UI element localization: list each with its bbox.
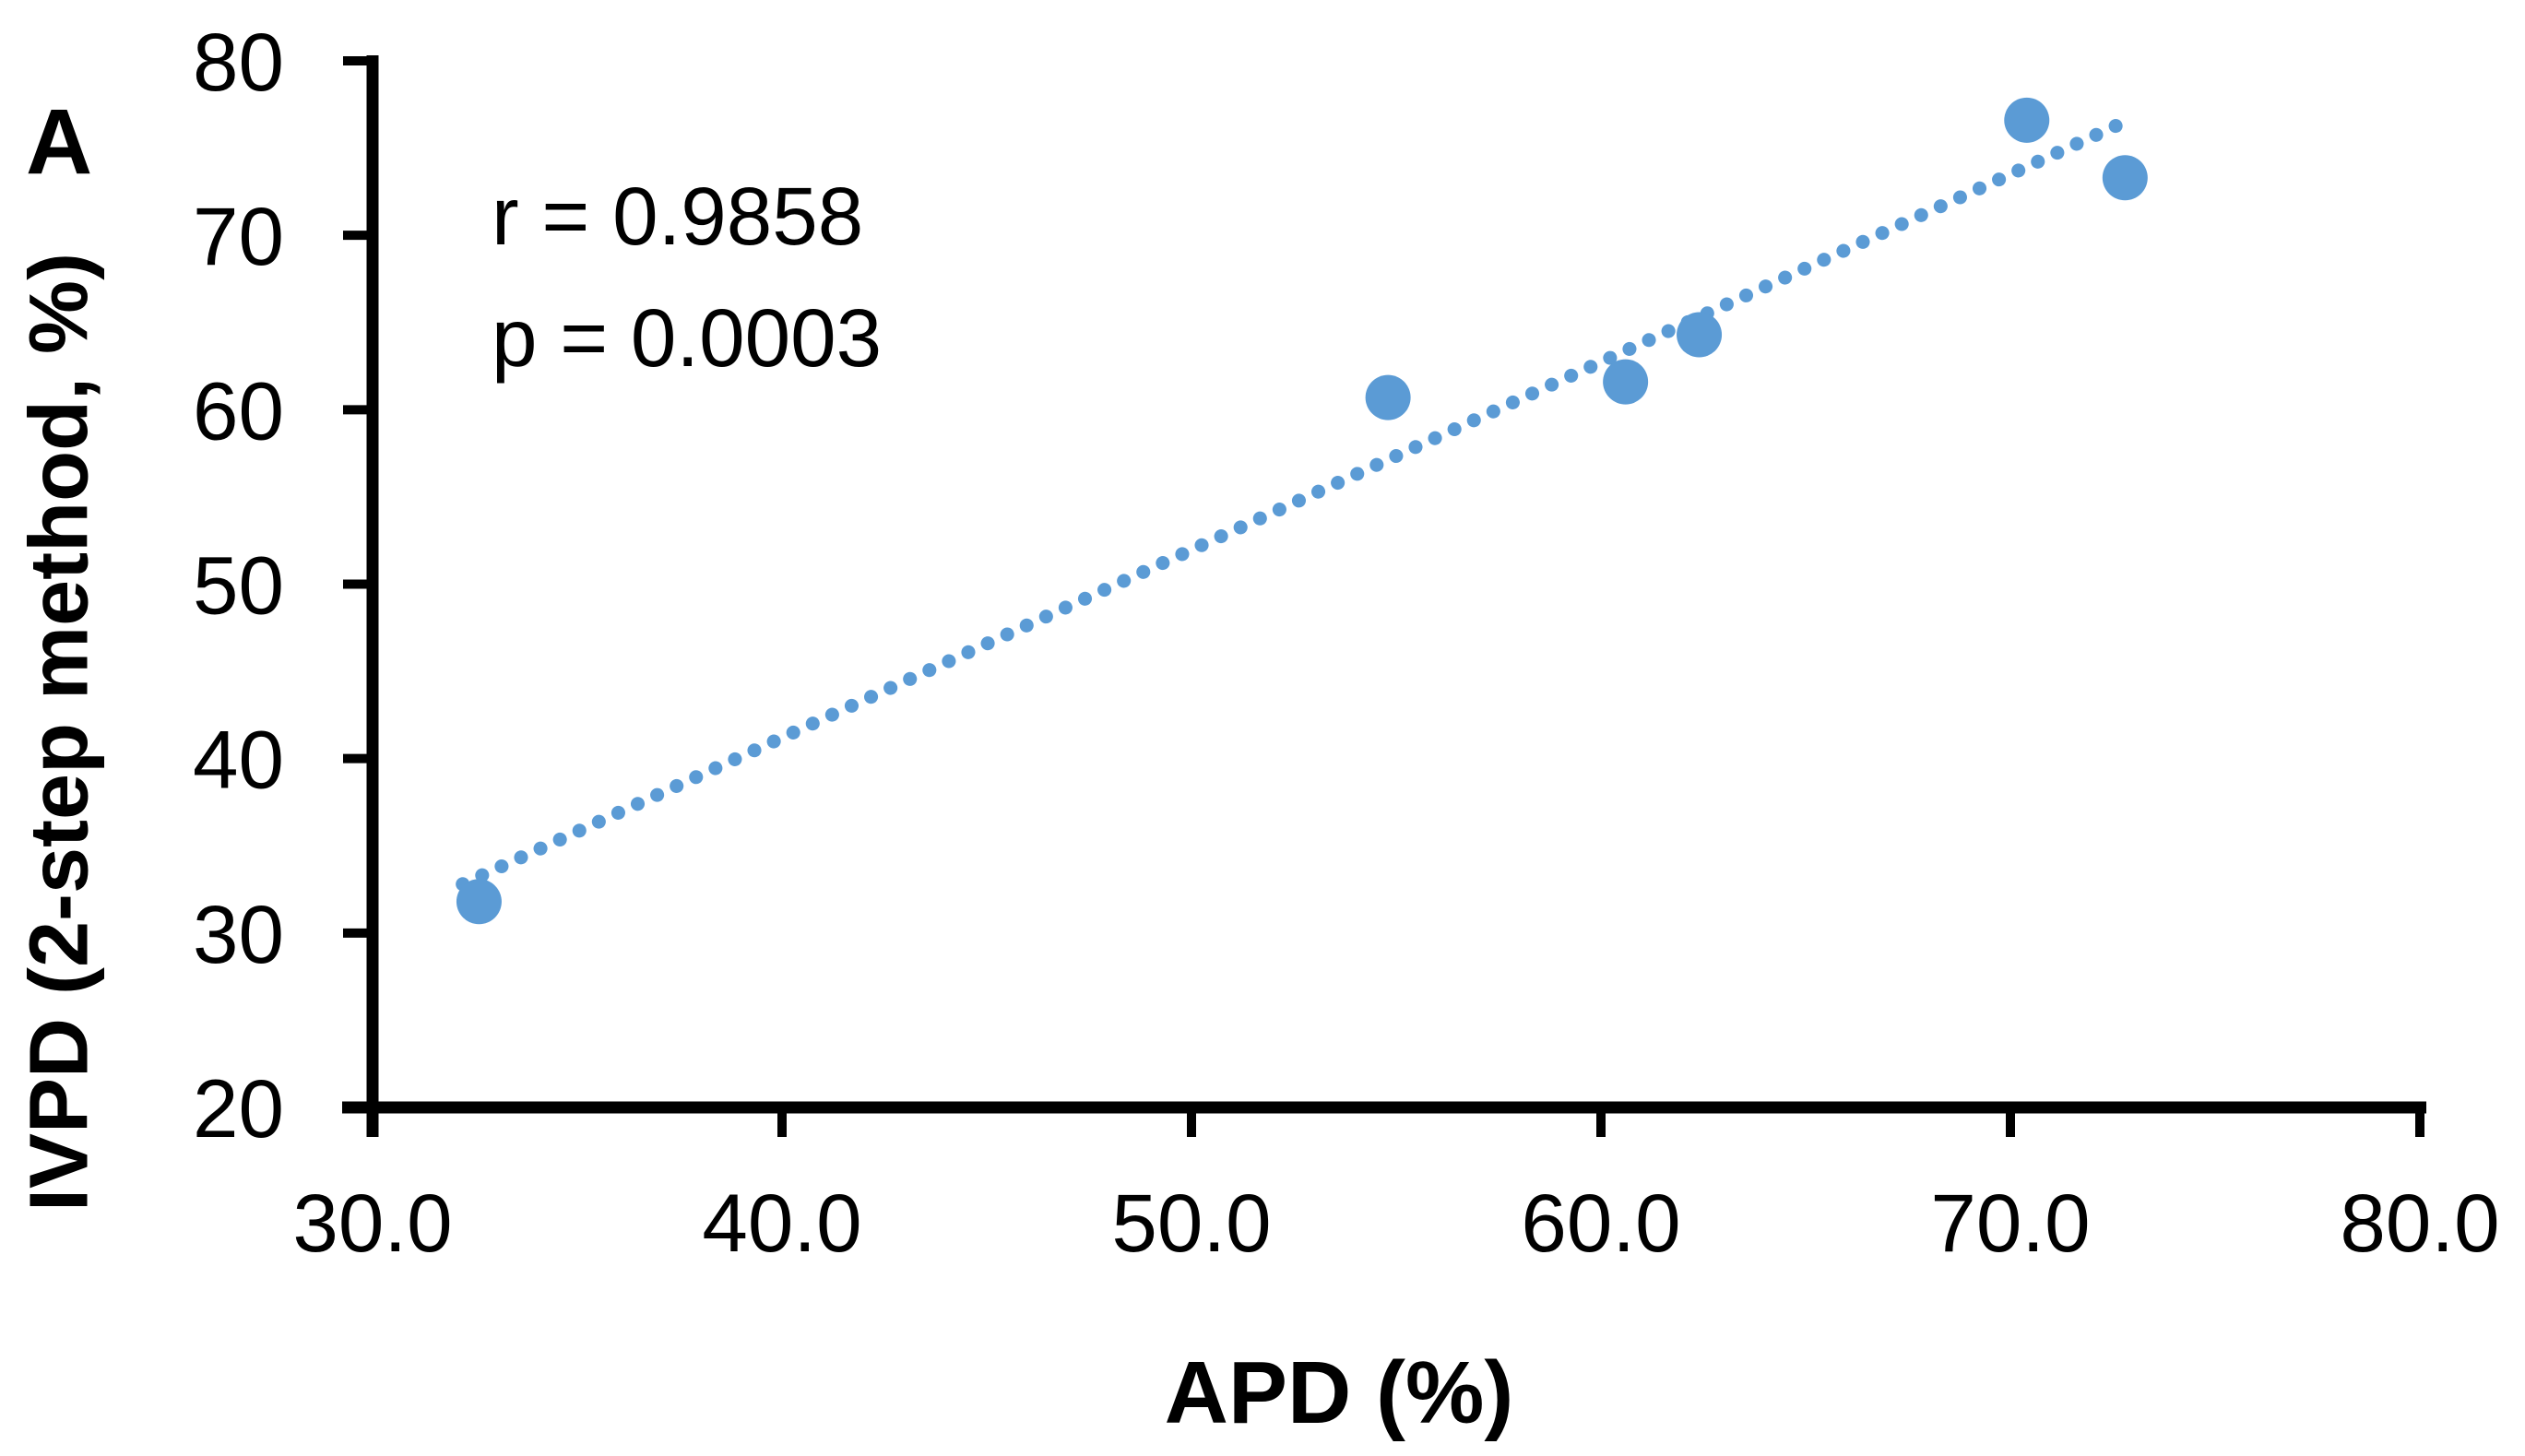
x-tick-label: 70.0 — [1930, 1177, 2090, 1269]
x-tick-label: 80.0 — [2340, 1177, 2499, 1269]
r-value-text: r = 0.9858 — [492, 170, 864, 262]
y-tick-label: 80 — [193, 16, 284, 108]
x-tick-label: 60.0 — [1521, 1177, 1680, 1269]
panel-label: A — [26, 90, 93, 194]
trend-line — [456, 118, 2124, 892]
x-tick-label: 40.0 — [702, 1177, 861, 1269]
data-point — [1365, 374, 1411, 420]
y-tick-label: 40 — [193, 714, 284, 806]
x-tick-label: 50.0 — [1111, 1177, 1271, 1269]
data-point — [2102, 155, 2148, 201]
y-tick-label: 60 — [193, 364, 284, 456]
y-tick-label: 50 — [193, 539, 284, 632]
data-point — [2004, 97, 2050, 143]
y-tick-label: 70 — [193, 190, 284, 282]
y-tick-label: 30 — [193, 888, 284, 980]
data-point — [1677, 312, 1723, 358]
correlation-annotation: r = 0.9858 p = 0.0003 — [492, 155, 882, 398]
y-tick-label: 20 — [193, 1062, 284, 1154]
x-axis-title: APD (%) — [1164, 1344, 1514, 1442]
data-point — [1603, 359, 1649, 405]
p-value-text: p = 0.0003 — [492, 291, 883, 384]
data-point — [456, 879, 502, 925]
x-tick-label: 30.0 — [292, 1177, 452, 1269]
